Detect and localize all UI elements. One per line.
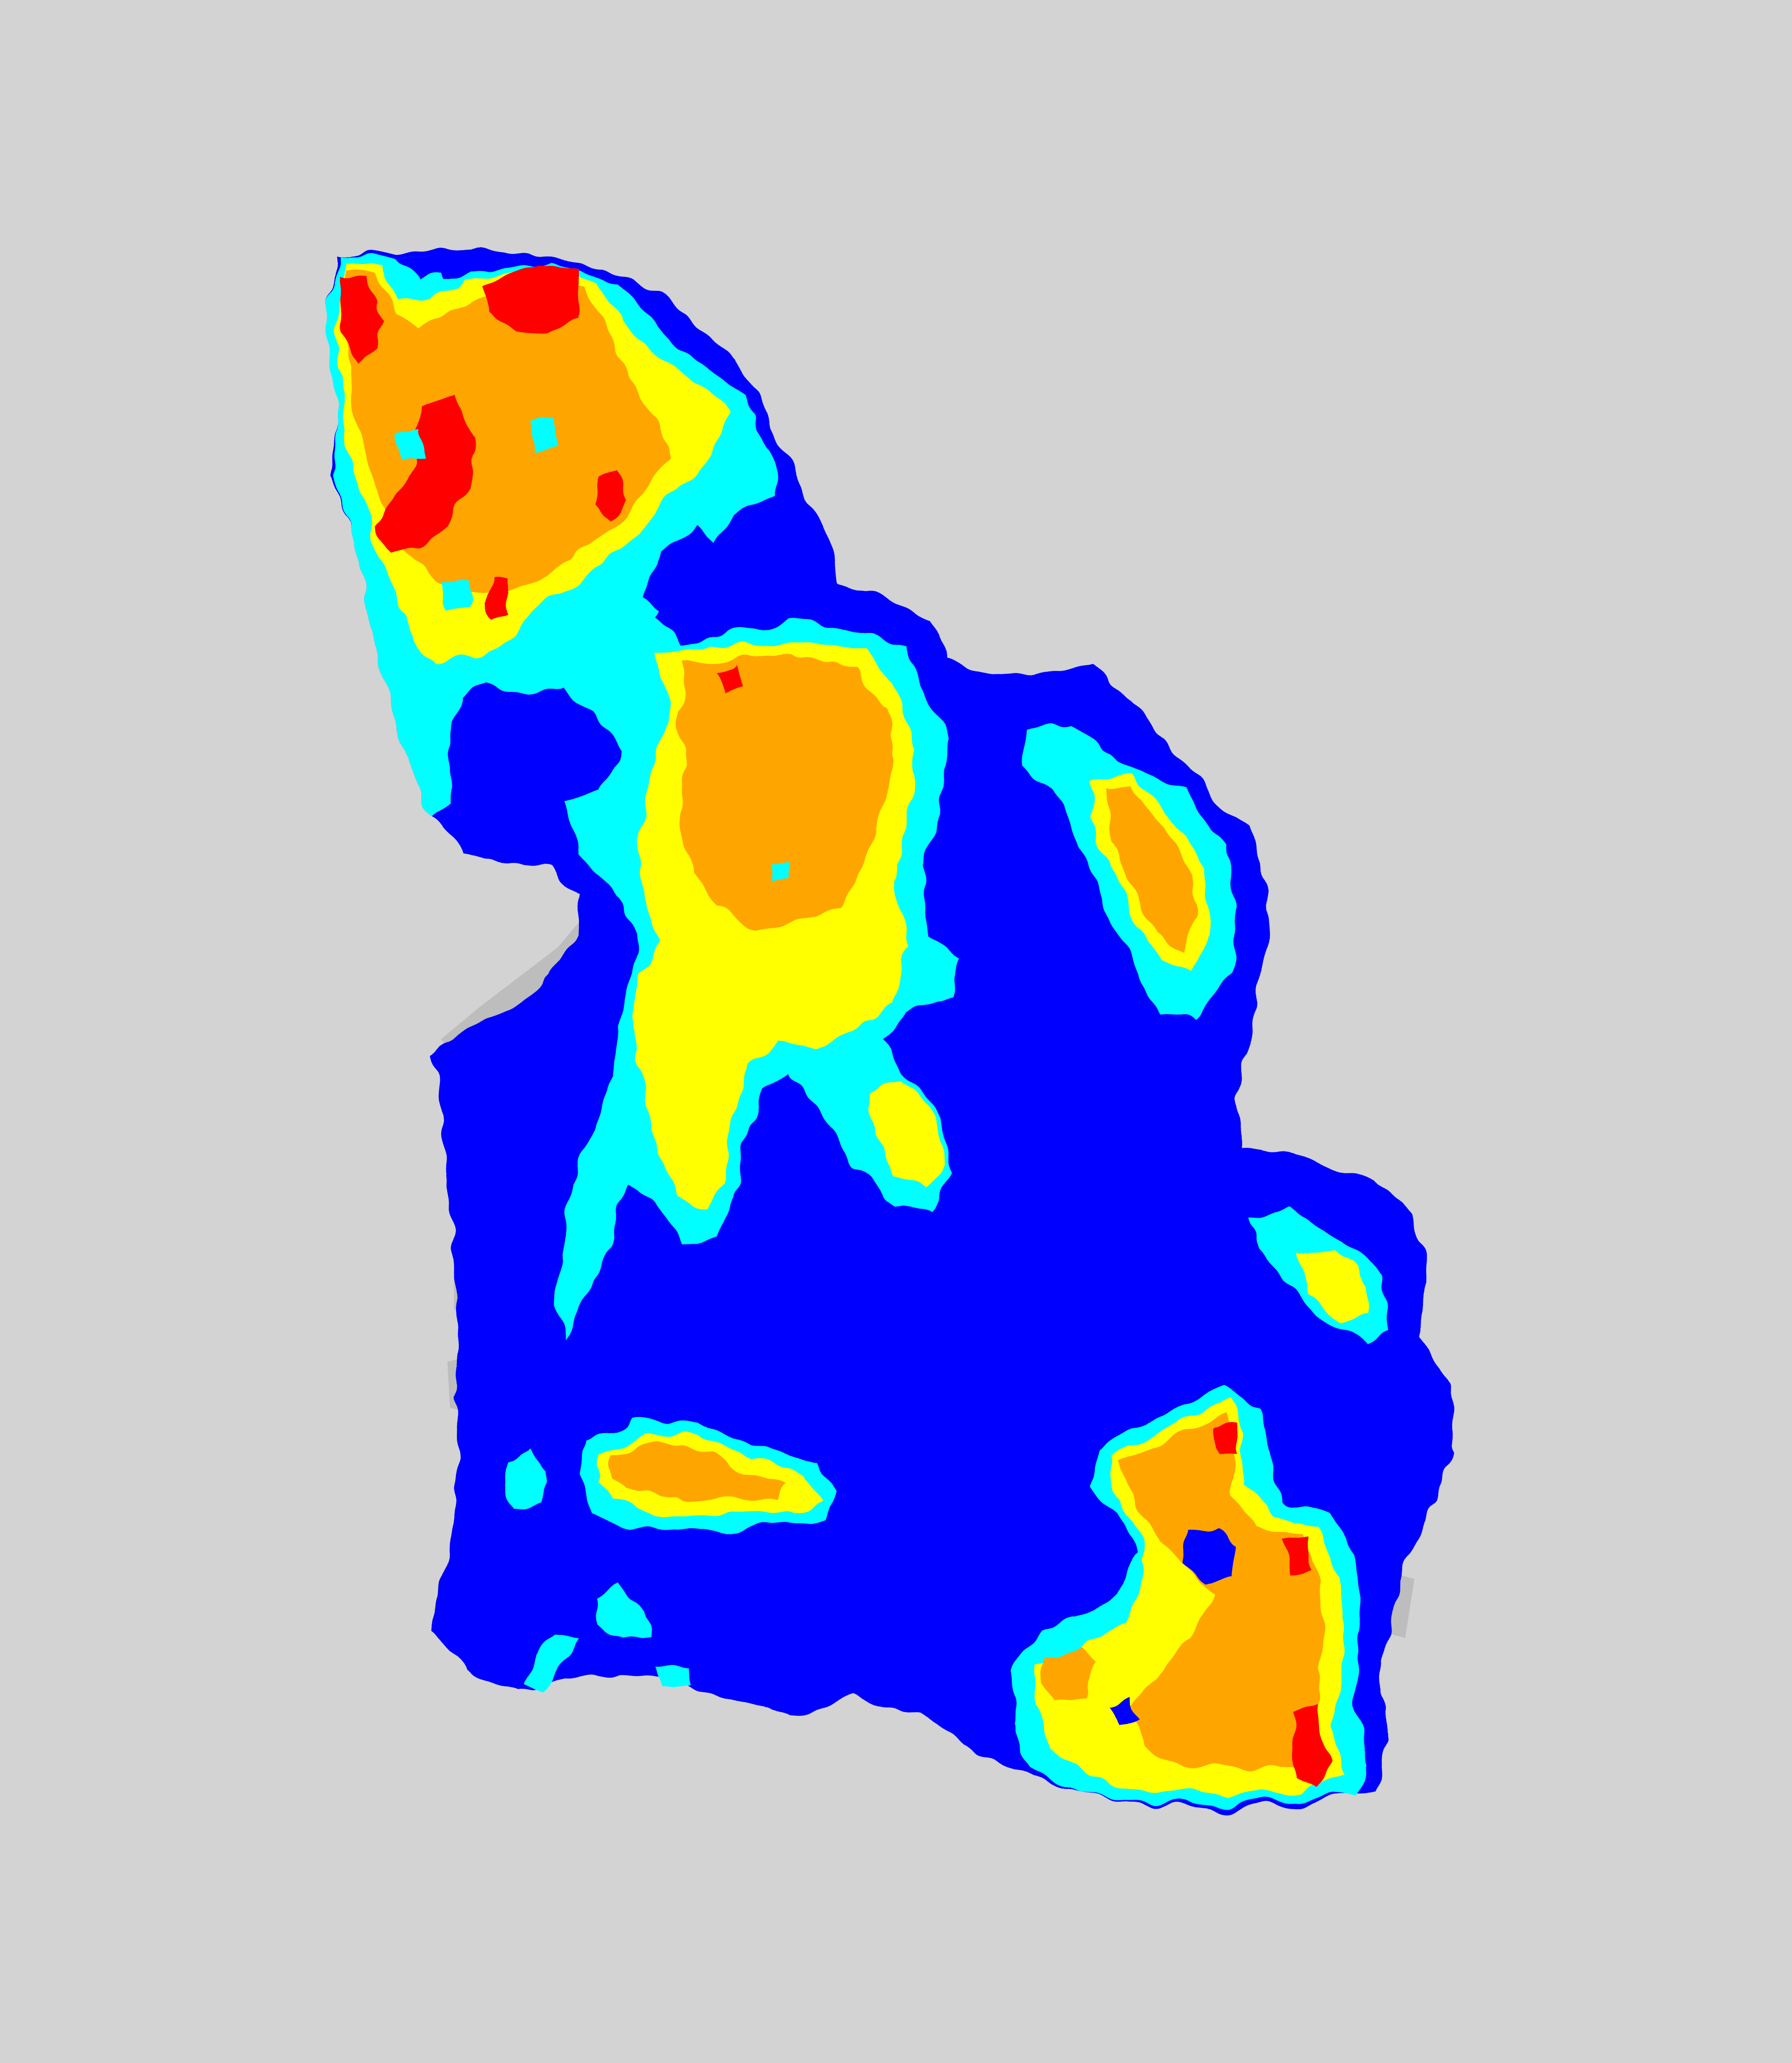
region-shadow bbox=[441, 908, 1415, 1661]
region-level-2 bbox=[326, 256, 1388, 1805]
region-level-5 bbox=[339, 263, 1329, 1790]
